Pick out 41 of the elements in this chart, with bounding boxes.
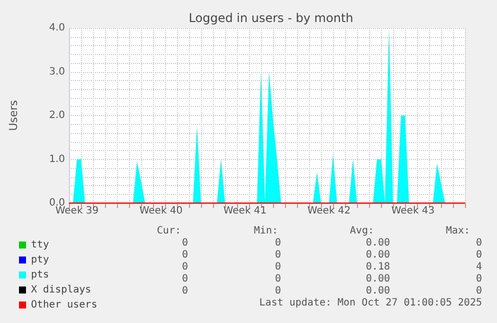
text: Avg: <box>350 226 374 236</box>
chart-title: Logged in users - by month <box>188 11 354 25</box>
text: 0 <box>476 286 482 296</box>
text: 0 <box>274 286 281 296</box>
text: 0 <box>476 238 482 248</box>
text: 0 <box>182 274 188 284</box>
x-tick-label: Week 41 <box>223 206 267 216</box>
text: 0.00 <box>366 250 390 260</box>
text: Min: <box>254 226 278 236</box>
text: 0.18 <box>366 262 390 272</box>
legend-label: pty <box>31 254 50 266</box>
y-tick-label: 1.0 <box>49 154 65 165</box>
y-axis-title: Users <box>7 100 20 131</box>
legend-label: X displays <box>31 284 92 296</box>
text: 0 <box>274 238 281 248</box>
text: 0 <box>476 274 482 284</box>
text: 0.00 <box>366 238 390 248</box>
x-tick-label: Week 39 <box>55 206 99 216</box>
text: Cur: <box>156 226 181 236</box>
text: 0 <box>182 286 188 296</box>
text: 0 <box>182 250 188 260</box>
text: 0 <box>476 250 482 260</box>
x-tick-label: Week 43 <box>391 206 435 216</box>
y-tick-label: 2.0 <box>49 110 65 121</box>
text: 0.00 <box>366 274 390 284</box>
legend-label: Other users <box>31 300 98 310</box>
text: 4 <box>476 262 482 272</box>
text: 0 <box>274 250 281 260</box>
text: Last update: Mon Oct 27 01:00:05 2025 <box>259 298 482 308</box>
text: 0 <box>182 262 188 272</box>
text: 0 <box>182 238 188 248</box>
legend-label: tty <box>31 240 50 250</box>
x-tick-label: Week 42 <box>307 206 351 216</box>
text: 0 <box>274 262 281 272</box>
text: 0.00 <box>366 286 390 296</box>
x-tick-label: Week 40 <box>139 206 183 216</box>
text: 0 <box>274 274 281 284</box>
text: Max: <box>446 226 470 236</box>
legend-label: pts <box>31 270 50 280</box>
y-tick-label: 3.0 <box>49 66 65 78</box>
y-tick-label: 4.0 <box>49 22 65 34</box>
